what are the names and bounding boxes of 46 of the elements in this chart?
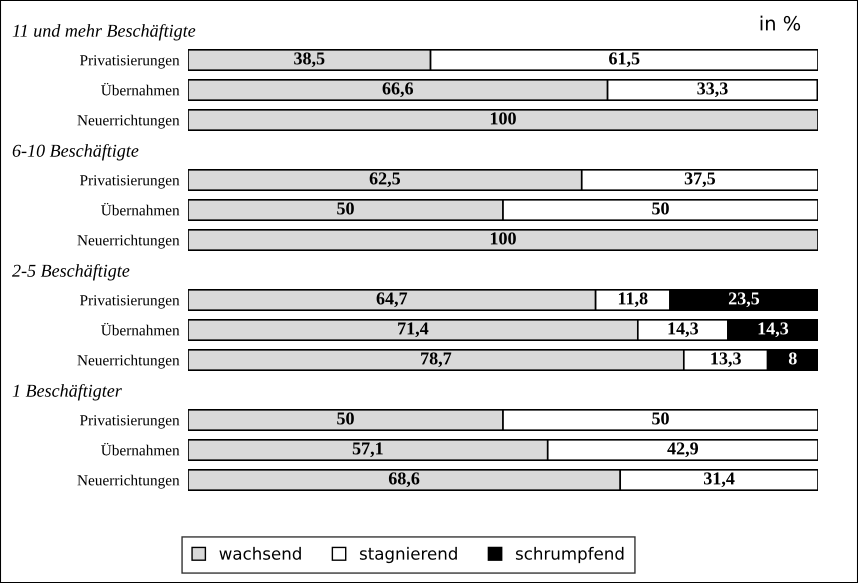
data-label: 11,8	[618, 292, 648, 308]
y-tick-label: Übernahmen	[101, 442, 180, 456]
data-label: 78,7	[421, 352, 452, 368]
y-tick-label: Übernahmen	[101, 322, 180, 336]
bar	[188, 108, 818, 132]
data-label: 50	[652, 202, 669, 215]
data-label: 14,3	[668, 322, 698, 338]
data-label: 100	[490, 112, 516, 125]
data-label: 14,3	[758, 322, 788, 338]
data-label: 62,5	[370, 172, 400, 188]
y-tick-label: Privatisierungen	[80, 295, 180, 309]
chart-title: 2-5 Beschäftigte	[12, 264, 130, 281]
legend-label: wachsend	[219, 546, 301, 560]
data-label: 66,6	[382, 82, 414, 98]
data-label: 37,5	[684, 172, 716, 188]
data-label: 38,5	[294, 52, 324, 68]
data-label: 64,7	[376, 292, 408, 308]
data-label: 31,4	[704, 472, 735, 488]
y-tick-label: Neuerrichtungen	[77, 474, 180, 489]
y-tick-label: Privatisierungen	[80, 175, 180, 189]
y-tick-label: Neuerrichtungen	[77, 234, 180, 249]
y-tick-label: Privatisierungen	[80, 55, 180, 69]
chart-title: 11 und mehr Beschäftigte	[12, 24, 196, 41]
legend-label: stagnierend	[360, 546, 457, 564]
legend-label: schrumpfend	[516, 546, 624, 564]
y-tick-label: Neuerrichtungen	[77, 354, 180, 369]
data-label: 50	[337, 412, 354, 425]
chart-title: 1 Beschäftigter	[12, 384, 122, 401]
data-label: 50	[337, 202, 354, 215]
chart-title: 6-10 Beschäftigte	[12, 144, 138, 161]
data-label: 13,3	[711, 352, 741, 368]
data-label: 23,5	[728, 292, 760, 308]
data-label: 71,4	[398, 322, 428, 338]
data-label: 100	[490, 232, 516, 245]
data-label: 50	[652, 412, 669, 425]
data-label: 8	[788, 352, 797, 365]
y-tick-label: Privatisierungen	[80, 415, 180, 429]
data-label: 68,6	[388, 472, 420, 488]
data-label: 42,9	[667, 442, 698, 458]
y-tick-label: Neuerrichtungen	[77, 114, 180, 129]
data-label: 33,3	[697, 82, 728, 98]
data-label: 61,5	[609, 52, 640, 68]
data-label: 57,1	[352, 442, 383, 458]
y-tick-label: Übernahmen	[101, 82, 180, 96]
text: in %	[760, 16, 800, 31]
y-tick-label: Übernahmen	[101, 202, 180, 216]
